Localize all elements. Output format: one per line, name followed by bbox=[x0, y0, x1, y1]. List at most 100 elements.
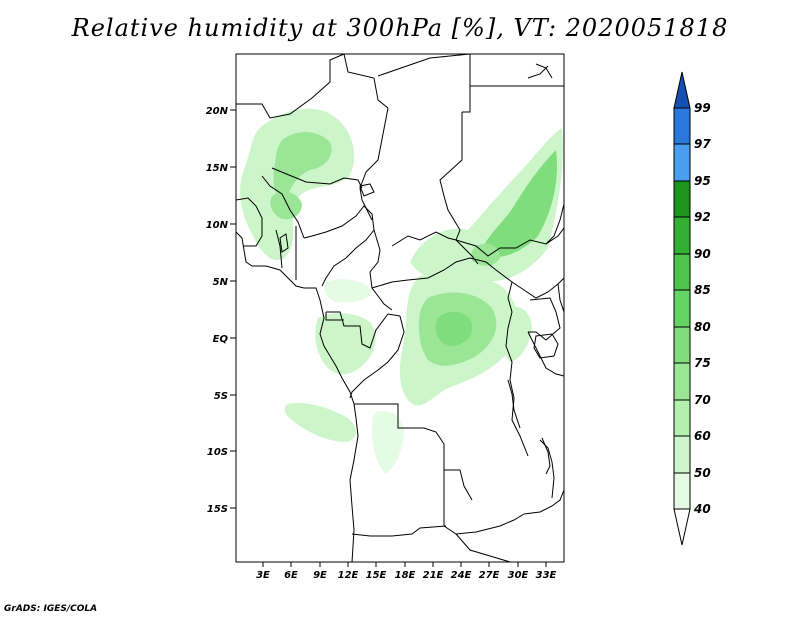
colorbar-label: 70 bbox=[694, 393, 711, 407]
lon-tick-label: 3E bbox=[256, 570, 270, 581]
lat-tick-label: EQ bbox=[213, 334, 229, 345]
border-car-north bbox=[391, 231, 479, 265]
lat-tick-label: 15N bbox=[206, 163, 229, 174]
humidity-area-lakes bbox=[501, 306, 532, 362]
colorbar-segment bbox=[673, 253, 691, 291]
lon-tick-label: 6E bbox=[284, 570, 298, 581]
lon-tick-label: 9E bbox=[313, 570, 327, 581]
border-niger-chad bbox=[359, 107, 389, 221]
lat-tick-label: 5S bbox=[214, 391, 228, 402]
colorbar-label: 97 bbox=[694, 137, 711, 151]
lake-malawi bbox=[541, 437, 551, 475]
colorbar-label: 50 bbox=[694, 466, 711, 480]
colorbar-label: 95 bbox=[694, 174, 711, 188]
colorbar-segment bbox=[673, 143, 691, 182]
lon-tick-label: 12E bbox=[338, 570, 359, 581]
humidity-area-sahel-core bbox=[273, 131, 332, 204]
colorbar-label: 60 bbox=[694, 429, 711, 443]
border-drc-east bbox=[505, 281, 529, 457]
colorbar-segment bbox=[673, 107, 691, 145]
lon-tick-label: 30E bbox=[508, 570, 529, 581]
border-drc-angola bbox=[354, 403, 473, 501]
humidity-area-angola2 bbox=[372, 411, 404, 474]
humidity-area-sahel bbox=[240, 108, 355, 260]
colorbar-top-triangle bbox=[673, 71, 691, 109]
border-drc-congo bbox=[349, 315, 405, 399]
lake-volta bbox=[279, 233, 289, 253]
border-mali-niger bbox=[271, 167, 363, 189]
border-car bbox=[371, 257, 513, 289]
colorbar-segment bbox=[673, 362, 691, 401]
red-sea-coast bbox=[527, 65, 549, 79]
lat-tick-label: 15S bbox=[207, 504, 228, 515]
border-libya bbox=[377, 54, 471, 113]
border-guinea bbox=[236, 197, 263, 247]
border-tanzania bbox=[527, 331, 564, 377]
border-sudan-south bbox=[455, 227, 564, 257]
border-zambia bbox=[443, 470, 525, 535]
border-ghana bbox=[275, 229, 283, 269]
humidity-area-sudan-core bbox=[480, 150, 558, 258]
border-nigeria bbox=[303, 205, 375, 287]
lon-tick-label: 33E bbox=[536, 570, 557, 581]
credit-text: GrADS: IGES/COLA bbox=[4, 604, 98, 614]
coastline-west bbox=[236, 231, 359, 562]
colorbar-label: 75 bbox=[694, 356, 711, 370]
border-ethiopia bbox=[545, 203, 564, 245]
colorbar-segment bbox=[673, 180, 691, 218]
humidity-area-sahel-core2 bbox=[270, 191, 302, 220]
colorbar-label: 80 bbox=[694, 320, 711, 334]
colorbar-segment bbox=[673, 326, 691, 364]
lat-tick-label: 5N bbox=[213, 277, 229, 288]
border-zimbabwe bbox=[455, 533, 511, 562]
lon-tick-label: 21E bbox=[423, 570, 444, 581]
border-mali-north bbox=[236, 54, 345, 119]
lake-victoria bbox=[533, 333, 559, 359]
lakes bbox=[279, 65, 559, 475]
colorbar-segment bbox=[673, 472, 691, 510]
colorbar-segment bbox=[673, 435, 691, 474]
colorbar-label: 85 bbox=[694, 283, 711, 297]
lake-chad bbox=[359, 183, 375, 197]
latitude-axis bbox=[230, 109, 236, 509]
border-chad-sudan bbox=[439, 112, 463, 241]
lon-tick-label: 15E bbox=[366, 570, 387, 581]
border-burkina bbox=[261, 175, 305, 239]
colorbar-label: 90 bbox=[694, 247, 711, 261]
colorbar-bottom-triangle bbox=[673, 508, 691, 546]
lake-tanganyika bbox=[507, 379, 521, 429]
map-frame bbox=[235, 53, 565, 563]
colorbar-label: 99 bbox=[694, 101, 711, 115]
colorbar-segment bbox=[673, 289, 691, 328]
lat-tick-label: 10S bbox=[207, 447, 228, 458]
humidity-area-gabon bbox=[315, 313, 376, 375]
border-southsudan-east bbox=[511, 277, 564, 299]
border-uganda bbox=[528, 297, 561, 341]
humidity-shading bbox=[240, 108, 563, 474]
colorbar-segment bbox=[673, 399, 691, 437]
lat-tick-label: 10N bbox=[206, 220, 229, 231]
lat-tick-label: 20N bbox=[206, 106, 229, 117]
border-algeria-niger bbox=[343, 54, 389, 109]
border-gabon-box bbox=[325, 312, 344, 321]
border-congo-gabon bbox=[326, 311, 401, 349]
border-eritrea bbox=[535, 63, 553, 79]
border-kenya bbox=[557, 283, 564, 313]
map-title: Relative humidity at 300hPa [%], VT: 202… bbox=[71, 14, 729, 42]
colorbar-label: 40 bbox=[693, 502, 711, 516]
border-cameroon bbox=[369, 229, 393, 311]
colorbar: 99 97 95 92 90 85 80 75 70 60 50 40 bbox=[673, 71, 711, 546]
humidity-area-angola bbox=[284, 402, 357, 442]
longitude-axis bbox=[262, 562, 547, 567]
border-angola-south bbox=[351, 525, 447, 537]
colorbar-segment bbox=[673, 216, 691, 255]
lon-tick-label: 27E bbox=[479, 570, 500, 581]
lon-tick-label: 18E bbox=[395, 570, 416, 581]
colorbar-label: 92 bbox=[694, 210, 711, 224]
country-boundaries bbox=[236, 54, 564, 562]
humidity-area-cameroon bbox=[324, 279, 372, 303]
border-mozambique bbox=[523, 489, 564, 515]
lon-tick-label: 24E bbox=[451, 570, 472, 581]
humidity-area-congo-core2 bbox=[435, 311, 473, 346]
